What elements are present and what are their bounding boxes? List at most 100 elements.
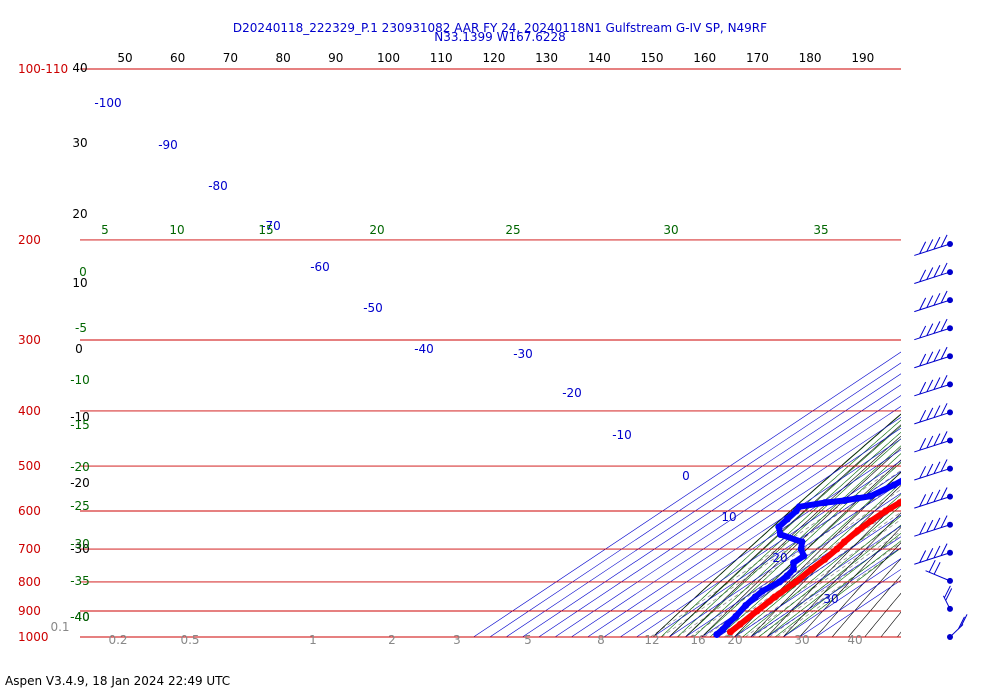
moist-adiabat-label: 0 xyxy=(79,265,87,279)
moist-adiabat-label: 5 xyxy=(101,223,109,237)
temperature-point xyxy=(833,545,841,553)
dewpoint-trace xyxy=(713,411,975,638)
mixing-ratio-label: 16 xyxy=(690,633,705,647)
isotherm-label: 0 xyxy=(682,469,690,483)
dewpoint-point xyxy=(867,492,875,500)
isotherm-line xyxy=(734,525,901,638)
mixing-ratio-line xyxy=(650,462,901,638)
moist-adiabat-label: -10 xyxy=(70,373,90,387)
dewpoint-point xyxy=(963,431,970,438)
isotherm-label: -90 xyxy=(158,138,178,152)
dry-adiabat-line xyxy=(799,526,901,638)
isotherm-label: -30 xyxy=(513,347,533,361)
wind-barb-feather xyxy=(919,325,927,339)
mixing-ratio-label: 0.5 xyxy=(180,633,199,647)
wind-barb-feather xyxy=(919,241,927,254)
dewpoint-point xyxy=(713,631,721,638)
dewpoint-point xyxy=(821,499,829,507)
wind-barb xyxy=(914,487,953,509)
wind-barb-feather xyxy=(940,374,948,388)
wind-barb-feather xyxy=(926,519,934,533)
wind-barb-feather xyxy=(940,346,948,360)
isotherm-line xyxy=(750,536,901,638)
dry-adiabat-line xyxy=(995,69,1000,637)
isotherm-line xyxy=(587,427,901,638)
isotherm-line xyxy=(571,416,901,638)
temperature-point xyxy=(821,555,829,563)
temp-label: -30 xyxy=(70,542,90,556)
isotherm-line xyxy=(815,579,901,638)
wind-barb-feather xyxy=(926,463,934,477)
dry-adiabat-line xyxy=(946,69,1000,637)
isotherm-line xyxy=(636,460,901,638)
isotherm-label: -70 xyxy=(261,219,281,233)
isotherm-line xyxy=(783,558,901,638)
moist-adiabat-label: -15 xyxy=(70,418,90,432)
dewpoint-point xyxy=(967,420,974,427)
wind-barb-feather xyxy=(940,262,948,276)
dewpoint-point xyxy=(854,494,862,502)
moist-adiabat-line xyxy=(725,482,901,638)
dry-adiabat-line xyxy=(782,512,901,638)
wind-barb xyxy=(914,431,953,453)
chart-title-line2: N33.1399 W167.6228 xyxy=(434,30,566,44)
dewpoint-point xyxy=(890,481,898,489)
footer-version: Aspen V3.4.9, 18 Jan 2024 22:49 UTC xyxy=(5,674,231,688)
pressure-label: 200 xyxy=(18,233,41,247)
dewpoint-point xyxy=(798,538,806,546)
dry-adiabat-line xyxy=(848,575,901,638)
dewpoint-point xyxy=(790,559,798,567)
wind-barb-feather xyxy=(958,616,965,630)
dry-adiabat-line xyxy=(815,542,901,638)
wind-barb-feather xyxy=(926,239,934,252)
chart-title-line1: D20240118_222329_P.1 230931082 AAR FY 24… xyxy=(232,21,768,35)
wind-barb-feather xyxy=(933,377,941,390)
moist-adiabat-line xyxy=(652,413,901,638)
temp-label: -20 xyxy=(70,476,90,490)
wind-barb-feather xyxy=(933,545,941,559)
wind-barb-shaft xyxy=(942,595,951,610)
wind-barb-feather xyxy=(919,438,927,451)
moist-adiabat-line xyxy=(693,445,901,638)
wind-barb-feather xyxy=(933,433,941,446)
wind-barb-feather xyxy=(933,349,941,362)
dewpoint-point xyxy=(968,411,975,418)
wind-barb-feather xyxy=(933,236,941,250)
theta-label: 170 xyxy=(746,51,769,65)
mixing-ratio-label: 30 xyxy=(794,633,809,647)
wind-barb-feather xyxy=(943,585,951,599)
temp-label: 30 xyxy=(72,136,87,150)
moist-adiabat-label: -5 xyxy=(75,321,87,335)
moist-adiabat-line xyxy=(766,532,901,638)
wind-barb xyxy=(914,234,953,256)
dewpoint-point xyxy=(742,602,750,609)
theta-label: 110 xyxy=(430,51,453,65)
wind-barb xyxy=(914,346,953,369)
dewpoint-point xyxy=(783,572,791,580)
isotherm-line xyxy=(538,395,901,638)
wind-barb-feather xyxy=(926,267,934,280)
theta-label: 50 xyxy=(117,51,132,65)
isotherm-label: -20 xyxy=(562,386,582,400)
wind-barb-feather xyxy=(926,323,934,336)
dry-adiabat-line xyxy=(979,69,1000,637)
isotherm-label: 20 xyxy=(772,551,787,565)
wind-barb-feather xyxy=(926,435,934,449)
dry-adiabat-line xyxy=(880,611,901,638)
isotherms xyxy=(473,351,901,638)
dewpoint-point xyxy=(790,565,797,573)
temp-label: -40 xyxy=(70,610,90,624)
temperature-point xyxy=(927,477,934,484)
dewpoint-point xyxy=(777,531,784,538)
dry-adiabat-line xyxy=(962,69,1000,637)
wind-barb-feather xyxy=(926,548,934,561)
moist-adiabat-line xyxy=(734,494,901,638)
pressure-label: 500 xyxy=(18,459,41,473)
dry-adiabat-line xyxy=(717,459,901,638)
dry-adiabat-line xyxy=(930,69,1000,637)
isotherm-line xyxy=(489,362,901,638)
dewpoint-point xyxy=(775,523,783,531)
temperature-point xyxy=(726,628,734,636)
isobars xyxy=(80,68,901,638)
